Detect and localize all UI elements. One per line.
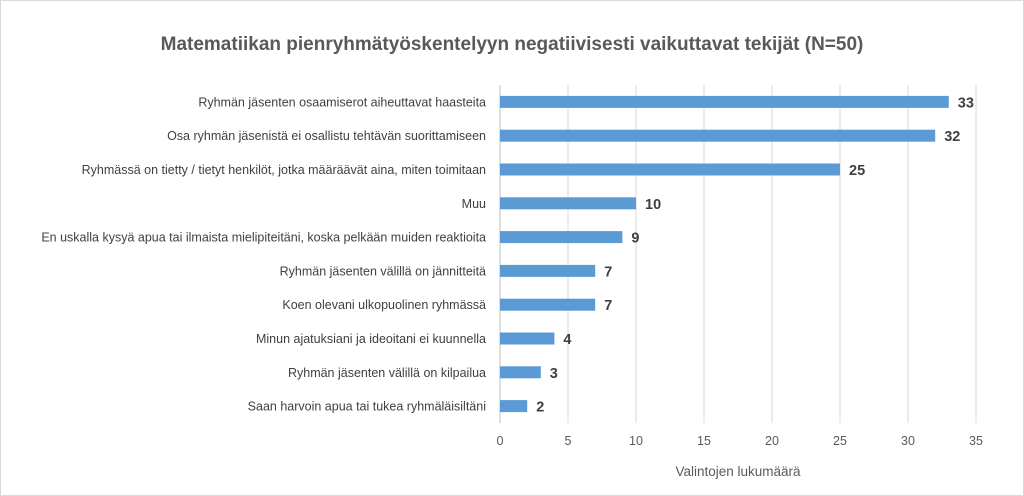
- x-tick-labels: 0 5 10 15 20 25 30 35: [497, 434, 983, 448]
- x-tick-label: 20: [765, 434, 779, 448]
- data-label: 32: [944, 129, 960, 145]
- data-label: 7: [604, 298, 612, 314]
- category-label: Ryhmän jäsenten osaamiserot aiheuttavat …: [198, 95, 486, 109]
- data-label: 4: [563, 332, 571, 348]
- x-tick-label: 10: [629, 434, 643, 448]
- category-label: Ryhmän jäsenten välillä on kilpailua: [288, 366, 486, 380]
- bar: [500, 400, 528, 413]
- x-tick-label: 0: [497, 434, 504, 448]
- bar: [500, 366, 541, 379]
- x-tick-label: 5: [565, 434, 572, 448]
- category-label: Minun ajatuksiani ja ideoitani ei kuunne…: [256, 332, 486, 346]
- data-label: 25: [849, 163, 865, 179]
- category-label: Osa ryhmän jäsenistä ei osallistu tehtäv…: [167, 129, 486, 143]
- category-labels: Ryhmän jäsenten osaamiserot aiheuttavat …: [41, 95, 486, 413]
- category-label: Koen olevani ulkopuolinen ryhmässä: [282, 298, 486, 312]
- bar: [500, 264, 596, 277]
- data-label: 3: [550, 366, 558, 382]
- bar: [500, 332, 555, 345]
- bar: [500, 163, 840, 176]
- category-label: Ryhmässä on tietty / tietyt henkilöt, jo…: [82, 163, 486, 177]
- data-label: 10: [645, 197, 661, 213]
- bar: [500, 197, 636, 210]
- chart-title: Matematiikan pienryhmätyöskentelyyn nega…: [161, 34, 864, 55]
- category-label: En uskalla kysyä apua tai ilmaista mieli…: [41, 231, 486, 245]
- x-axis-title: Valintojen lukumäärä: [675, 464, 801, 479]
- data-label: 9: [631, 231, 639, 247]
- category-label: Ryhmän jäsenten välillä on jännitteitä: [280, 264, 486, 278]
- bar: [500, 298, 596, 311]
- bar: [500, 95, 949, 108]
- x-tick-label: 35: [969, 434, 983, 448]
- category-label: Saan harvoin apua tai tukea ryhmäläisilt…: [248, 400, 486, 414]
- bar: [500, 129, 936, 142]
- data-label: 33: [958, 95, 974, 111]
- data-label: 2: [536, 400, 544, 416]
- x-tick-label: 30: [901, 434, 915, 448]
- x-tick-label: 25: [833, 434, 847, 448]
- data-label: 7: [604, 264, 612, 280]
- bar: [500, 231, 623, 244]
- category-label: Muu: [462, 197, 486, 211]
- x-tick-label: 15: [697, 434, 711, 448]
- bars: [500, 95, 949, 413]
